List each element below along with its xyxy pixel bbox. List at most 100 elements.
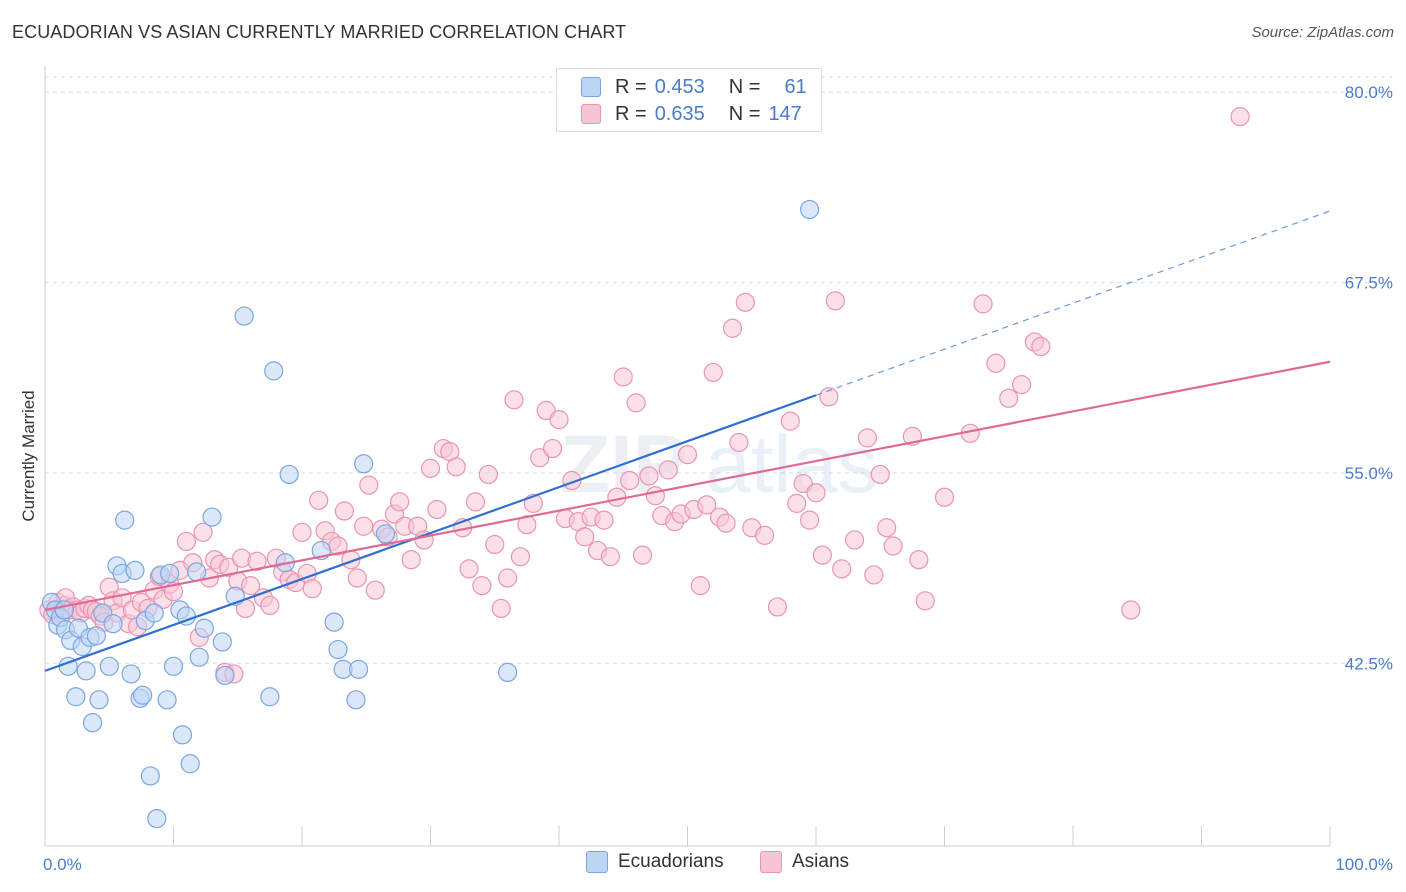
asians-point (857, 428, 878, 448)
y-tick-label: 55.0% (1345, 464, 1393, 483)
ecuadorians-point (264, 361, 284, 381)
x-tick-label: 0.0% (43, 855, 82, 874)
axes (44, 66, 1331, 847)
ecuadorians-point (76, 661, 96, 681)
asians-point (722, 318, 743, 338)
legend-r-value: 0.453 (654, 75, 705, 98)
legend-label-ecuadorians: Ecuadorians (618, 851, 724, 872)
legend-r-label: R = (615, 75, 647, 98)
asians-point (703, 362, 723, 383)
asians-point (806, 483, 826, 503)
asians-point (176, 531, 196, 552)
ecuadorians-point (187, 562, 207, 582)
asians-point (193, 522, 213, 542)
ecuadorians-point (160, 563, 180, 584)
ecuadorians-point (157, 690, 177, 710)
ecuadorians-point (279, 464, 299, 485)
asians-point (812, 545, 833, 565)
asians-point (365, 580, 385, 600)
asians-legend-swatch (760, 851, 782, 873)
ecuadorians-point (133, 685, 153, 705)
asians-point (735, 292, 755, 312)
asians-point (446, 457, 466, 477)
source-label: Source: ZipAtlas.com (1251, 24, 1394, 41)
ecuadorians-point (375, 524, 396, 544)
asians-point (504, 390, 524, 410)
asians-point (645, 486, 665, 506)
asians-point (232, 548, 252, 568)
asians-point (754, 525, 775, 545)
ecuadorians-points (41, 199, 820, 829)
ecuadorians-point (328, 639, 348, 660)
asians-point (677, 445, 698, 465)
asians-point (999, 388, 1019, 408)
ecuadorians-point (144, 603, 164, 623)
legend-n-value: 147 (768, 102, 802, 125)
ecuadorians-point (172, 725, 193, 745)
asians-point (780, 411, 800, 431)
asians-point (334, 501, 355, 521)
ecuadorians-point (180, 754, 200, 774)
asians-point (915, 591, 935, 611)
asians-point (575, 527, 595, 547)
asians-point (491, 598, 511, 619)
asians-point (883, 536, 903, 556)
asians-point (877, 518, 897, 538)
asians-trend-line (44, 360, 1331, 612)
legend-r-label: R = (615, 102, 647, 125)
asians-point (594, 510, 614, 530)
legend-item-ecuadorians: Ecuadorians (586, 851, 724, 873)
y-tick-label: 42.5% (1345, 654, 1393, 673)
ecuadorians-point (354, 454, 374, 474)
y-axis-label: Currently Married (19, 390, 38, 521)
asians-point (420, 458, 441, 478)
ecuadorians-point (121, 664, 141, 684)
ecuadorians-trend-line (44, 394, 817, 672)
asians-point (542, 438, 563, 459)
asians-point (359, 475, 379, 495)
asians-point (260, 595, 280, 616)
ecuadorians-point (89, 690, 109, 710)
asians-point (844, 530, 865, 550)
asians-point (247, 551, 267, 571)
asians-point (390, 492, 410, 512)
asians-point (986, 353, 1006, 373)
asians-point (1121, 600, 1141, 620)
legend-row-asians: R = 0.635 N = 147 (581, 102, 802, 126)
ecuadorians-point (66, 687, 86, 707)
ecuadorians-point (163, 656, 184, 676)
asians-point (697, 495, 717, 515)
ecuadorians-point (202, 507, 222, 527)
ecuadorians-point (103, 614, 123, 634)
asians-point (459, 559, 479, 579)
asians-point (309, 490, 329, 510)
asians-point (354, 516, 374, 536)
legend-n-label: N = (728, 75, 761, 98)
asians-points (39, 106, 1250, 684)
asians-point (292, 522, 312, 542)
regression-lines (44, 210, 1331, 672)
asians-point (934, 487, 955, 507)
asians-point (427, 499, 447, 520)
asians-point (832, 559, 852, 579)
asians-point (472, 576, 492, 596)
ecuadorians-point (86, 626, 107, 646)
asians-point (465, 492, 486, 512)
ecuadorians-point (99, 656, 119, 676)
ecuadorians-point (54, 600, 74, 620)
asians-point (767, 597, 788, 617)
ecuadorians-point (260, 687, 280, 707)
legend-label-asians: Asians (792, 851, 850, 872)
legend-n-value: 61 (784, 75, 807, 98)
asians-point (909, 550, 929, 570)
asians-swatch (581, 104, 601, 124)
asians-point (716, 513, 736, 533)
asians-point (302, 579, 322, 599)
legend-row-ecuadorians: R = 0.453 N = 61 (581, 75, 807, 99)
ecuadorians-point (498, 662, 518, 683)
ecuadorians-point (348, 659, 369, 679)
ecuadorians-swatch (581, 77, 601, 97)
ecuadorians-point (82, 713, 103, 733)
ecuadorians-point (189, 647, 209, 667)
